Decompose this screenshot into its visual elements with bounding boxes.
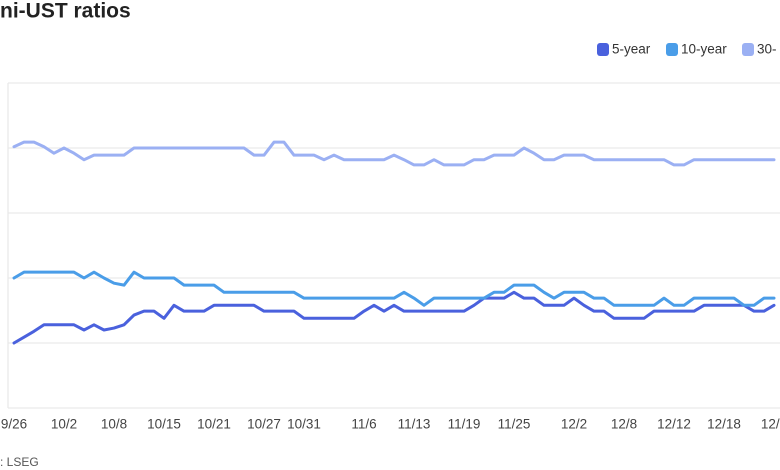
x-tick-label: 11/19 [448, 417, 481, 432]
legend-swatch [742, 43, 754, 56]
line-series [12, 270, 776, 307]
x-tick-label: 9/26 [1, 417, 27, 432]
x-tick-label: 12/2 [761, 417, 780, 432]
legend-swatch [597, 43, 609, 56]
x-tick-label: 12/8 [611, 417, 637, 432]
source-note: : LSEG [0, 455, 39, 469]
legend-label: 30- [757, 42, 777, 57]
x-tick-label: 10/2 [51, 417, 77, 432]
line-series [12, 140, 776, 167]
x-tick-label: 12/18 [707, 417, 741, 432]
x-tick-label: 11/6 [351, 417, 376, 432]
x-tick-label: 10/21 [197, 417, 231, 432]
x-tick-label: 12/12 [657, 417, 691, 432]
x-tick-label: 11/13 [398, 417, 431, 432]
legend-label: 5-year [612, 42, 651, 57]
x-tick-label: 10/15 [147, 417, 181, 432]
x-tick-label: 10/31 [287, 417, 321, 432]
line-series [12, 290, 776, 345]
x-tick-label: 10/8 [101, 417, 127, 432]
legend-swatch [666, 43, 678, 56]
chart-title: ni-UST ratios [0, 0, 131, 23]
x-tick-label: 11/25 [498, 417, 531, 432]
legend-label: 10-year [681, 42, 727, 57]
x-tick-label: 12/2 [561, 417, 587, 432]
x-tick-label: 10/27 [247, 417, 281, 432]
